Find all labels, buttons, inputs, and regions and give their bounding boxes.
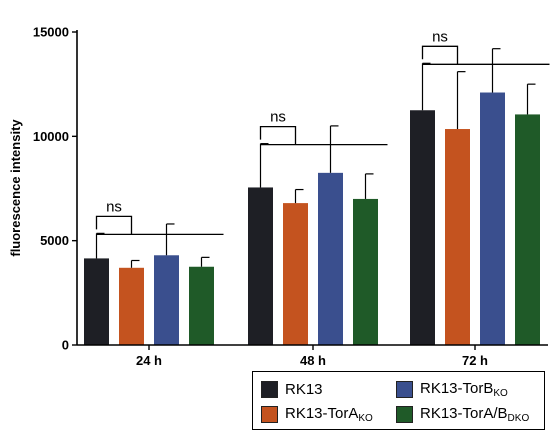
legend-swatch-rk13-tora-ko [261,405,278,423]
y-tick-label-10000: 10000 [33,129,69,144]
bar-rk13-torb-ko-48h [318,172,343,345]
significance-bracket-72h [421,45,459,65]
y-axis-title: fluorescence intensity [8,119,23,257]
legend-swatch-rk13 [261,380,278,398]
legend-label-rk13-torb-ko: RK13-TorBKO [420,379,508,399]
bar-rk13-24h [84,258,109,345]
legend-item-rk13-torb-ko: RK13-TorBKO [396,378,508,400]
legend: RK13 RK13-TorBKO RK13-TorAKO RK13-TorA/B… [252,371,545,430]
x-tick-label-72h: 72 h [462,353,488,368]
bar-rk13-72h [410,110,435,345]
bar-rk13-tora-b-dko-24h [189,266,214,345]
y-tick-label-0: 0 [62,338,69,353]
bar-rk13-torb-ko-72h [480,92,505,345]
bar-rk13-tora-ko-48h [283,203,308,345]
legend-label-rk13: RK13 [285,380,323,398]
y-tick-label-5000: 5000 [40,233,69,248]
bar-rk13-torb-ko-24h [154,255,179,345]
significance-bracket-24h [95,215,133,235]
bar-rk13-48h [248,187,273,345]
legend-label-rk13-tora-ko: RK13-TorAKO [285,404,373,424]
legend-swatch-rk13-torb-ko [396,380,413,398]
legend-item-rk13: RK13 [261,378,323,400]
x-tick-label-48h: 48 h [300,353,326,368]
significance-label-48h: ns [270,109,286,126]
significance-bracket-48h [259,125,297,145]
legend-label-rk13-torab-dko: RK13-TorA/BDKO [420,404,530,424]
significance-label-72h: ns [432,28,448,45]
legend-swatch-rk13-torab-dko [396,405,413,423]
legend-item-rk13-tora-ko: RK13-TorAKO [261,403,373,425]
bar-rk13-tora-b-dko-72h [515,114,540,345]
y-tick-label-15000: 15000 [33,25,69,40]
bar-rk13-tora-ko-72h [445,129,470,345]
bar-rk13-tora-ko-24h [119,267,144,345]
x-tick-label-24h: 24 h [136,353,162,368]
significance-label-24h: ns [106,198,122,215]
bar-rk13-tora-b-dko-48h [353,198,378,345]
legend-item-rk13-torab-dko: RK13-TorA/BDKO [396,403,529,425]
